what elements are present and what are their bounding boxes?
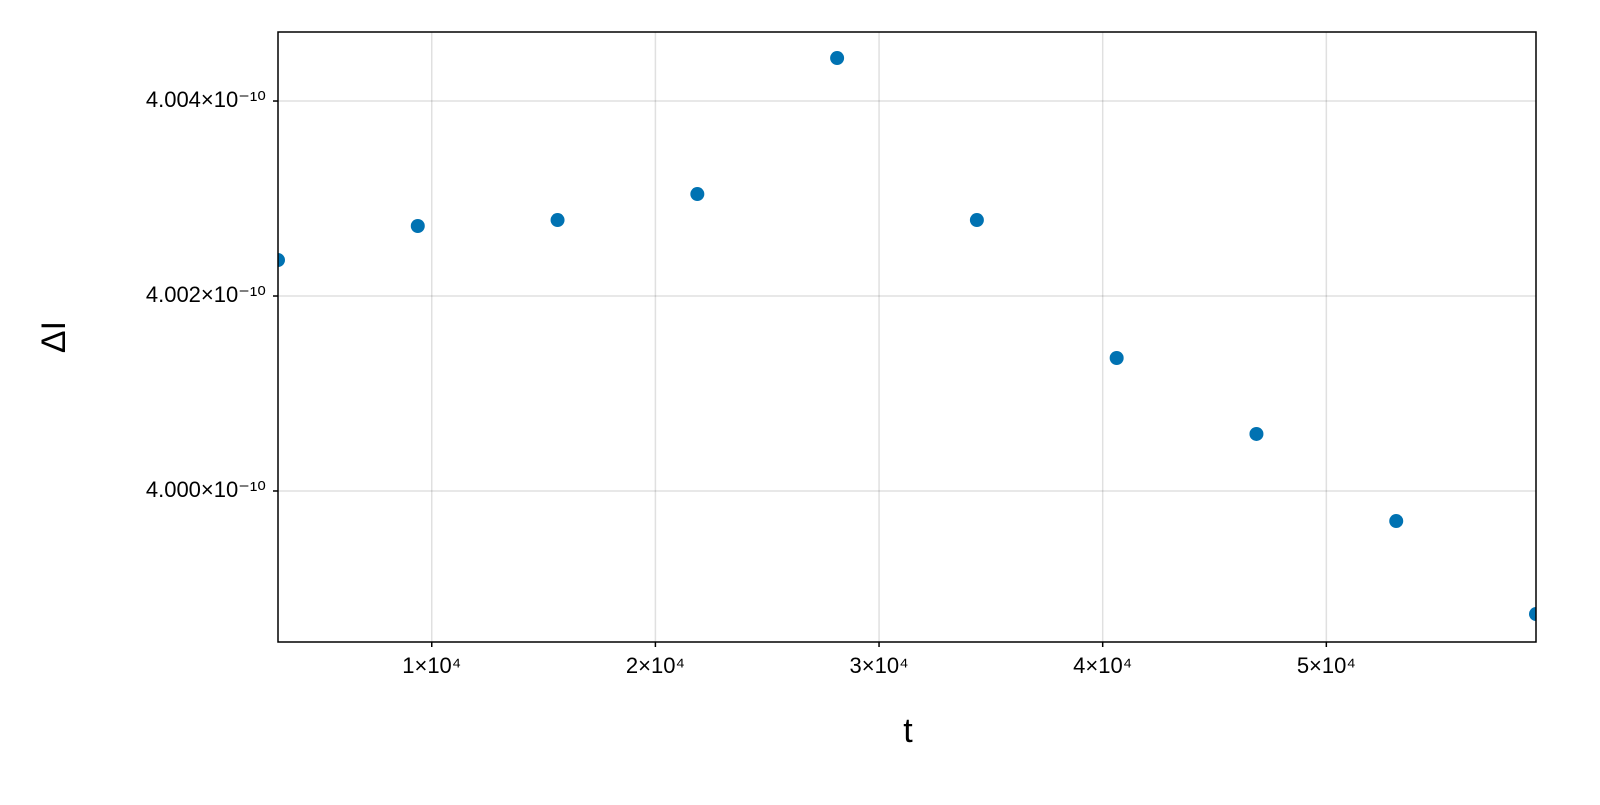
x-axis-label: t xyxy=(903,712,913,750)
x-tick-label: 5×10⁴ xyxy=(1297,653,1356,678)
point xyxy=(410,219,425,234)
y-tick-label: 4.000×10⁻¹⁰ xyxy=(146,477,266,502)
point xyxy=(969,213,984,228)
point xyxy=(830,51,845,66)
y-tick-label: 4.004×10⁻¹⁰ xyxy=(146,87,266,112)
point xyxy=(278,253,285,268)
x-tick-label: 3×10⁴ xyxy=(850,653,909,678)
point xyxy=(1249,426,1264,441)
grid xyxy=(278,32,1536,642)
point xyxy=(1529,607,1536,622)
point xyxy=(1389,514,1404,529)
point xyxy=(1109,351,1124,366)
point xyxy=(550,213,565,228)
plot-frame xyxy=(277,31,1537,643)
point xyxy=(690,187,705,202)
x-tick-label: 4×10⁴ xyxy=(1073,653,1132,678)
x-tick-label: 1×10⁴ xyxy=(402,653,461,678)
x-tick-label: 2×10⁴ xyxy=(626,653,685,678)
points xyxy=(278,51,1536,622)
y-axis-label: ΔI xyxy=(35,321,73,353)
y-tick-label: 4.002×10⁻¹⁰ xyxy=(146,282,266,307)
